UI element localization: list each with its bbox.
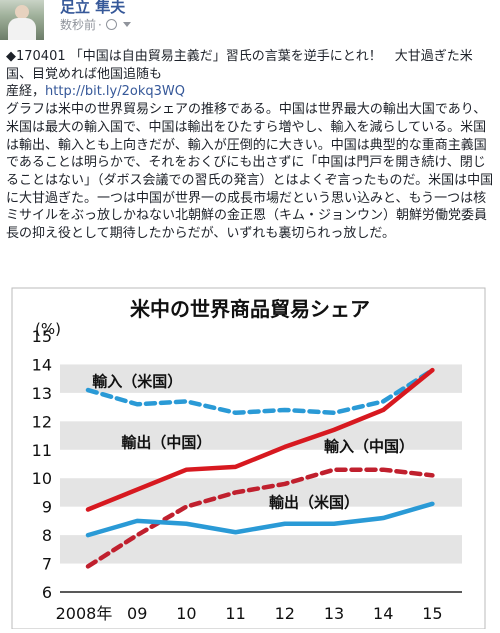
grid-band bbox=[60, 421, 462, 450]
series-label: 輸入（中国） bbox=[324, 438, 414, 456]
trade-share-chart: 米中の世界商品貿易シェア (%) 6 7 8 9 10 11 12 13 14 15 2008年 0… bbox=[11, 287, 486, 630]
y-tick-label: 13 bbox=[32, 384, 52, 403]
avatar-body bbox=[8, 18, 36, 40]
chevron-down-icon[interactable] bbox=[122, 22, 131, 27]
x-tick-label: 10 bbox=[176, 604, 196, 623]
y-tick-label: 14 bbox=[32, 355, 52, 374]
source-link[interactable]: http://bit.ly/2okq3WQ bbox=[45, 84, 185, 100]
y-tick-label: 8 bbox=[42, 526, 52, 545]
chart-frame bbox=[11, 287, 486, 630]
avatar[interactable] bbox=[0, 0, 44, 40]
author-name[interactable]: 足立 隼夫 bbox=[60, 0, 126, 16]
series-label: 輸出（中国） bbox=[121, 434, 211, 452]
x-tick-label: 15 bbox=[422, 604, 442, 623]
timestamp[interactable]: 数秒前 bbox=[60, 18, 97, 32]
y-tick-label: 15 bbox=[32, 327, 52, 346]
x-tick-label: 2008年 bbox=[56, 604, 113, 623]
y-tick-label: 9 bbox=[42, 498, 52, 517]
post-source: 産経，http://bit.ly/2okq3WQ bbox=[6, 83, 496, 101]
y-tick-label: 7 bbox=[42, 555, 52, 574]
post-header: 足立 隼夫 数秒前 · bbox=[0, 0, 500, 48]
grid-band bbox=[60, 364, 462, 393]
chart-title: 米中の世界商品貿易シェア bbox=[130, 297, 370, 321]
series-label: 輸入（米国） bbox=[92, 372, 182, 390]
globe-icon[interactable] bbox=[105, 19, 117, 30]
x-tick-label: 11 bbox=[225, 604, 245, 623]
y-tick-label: 6 bbox=[42, 583, 52, 602]
series-line bbox=[85, 367, 435, 512]
grid-band bbox=[60, 535, 462, 564]
y-axis-unit: (%) bbox=[35, 320, 61, 338]
series-line bbox=[85, 501, 435, 538]
x-tick-label: 09 bbox=[127, 604, 147, 623]
post-body: グラフは米中の世界貿易シェアの推移である。中国は世界最大の輸出大国であり、米国は… bbox=[6, 102, 494, 242]
x-tick-label: 12 bbox=[275, 604, 295, 623]
post-headline: ◆170401 「中国は自由貿易主義だ」習氏の言葉を逆手にとれ！ 大甘過ぎた米国… bbox=[6, 49, 473, 82]
chart-image: 米中の世界商品貿易シェア (%) 6 7 8 9 10 11 12 13 14 15 2008年 0… bbox=[0, 286, 500, 630]
y-tick-label: 12 bbox=[32, 412, 52, 431]
x-tick-label: 14 bbox=[373, 604, 393, 623]
post-meta: 数秒前 · bbox=[60, 16, 131, 33]
x-tick-label: 13 bbox=[324, 604, 344, 623]
avatar-head bbox=[15, 5, 29, 19]
grid-band bbox=[60, 478, 462, 507]
series-label: 輸出（米国） bbox=[269, 494, 359, 512]
series-line bbox=[85, 467, 435, 569]
y-tick-label: 11 bbox=[32, 441, 52, 460]
post-text: ◆170401 「中国は自由貿易主義だ」習氏の言葉を逆手にとれ！ 大甘過ぎた米国… bbox=[6, 48, 496, 243]
source-prefix: 産経， bbox=[6, 84, 46, 100]
series-line bbox=[85, 367, 435, 416]
y-tick-label: 10 bbox=[32, 469, 52, 488]
